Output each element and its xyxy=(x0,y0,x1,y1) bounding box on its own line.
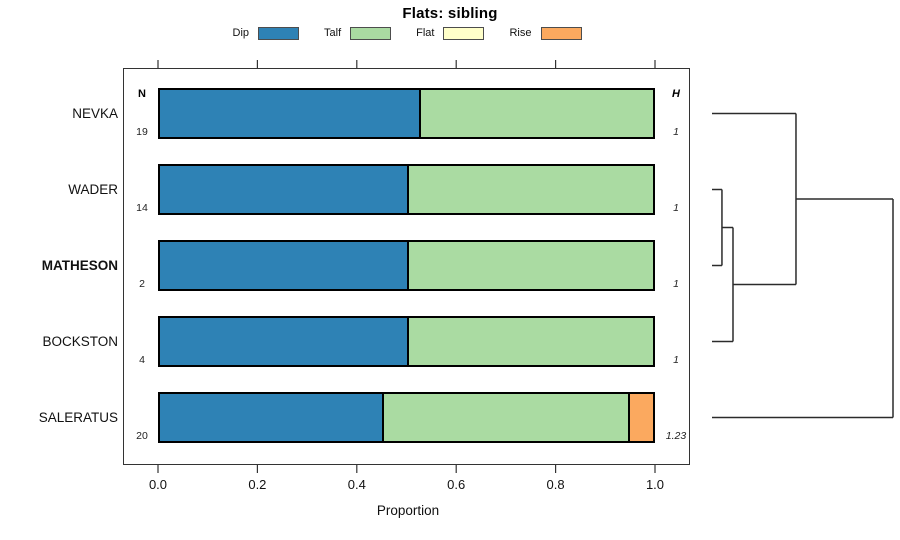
legend-label-rise: Rise xyxy=(509,27,532,39)
bar-segment-talf xyxy=(406,242,653,289)
bar-segment-talf xyxy=(406,318,653,365)
h-value: 1 xyxy=(673,202,679,214)
n-column-header: N xyxy=(138,88,146,100)
x-tick-label: 0.4 xyxy=(347,477,366,492)
x-tick-label: 0.2 xyxy=(248,477,267,492)
h-value: 1 xyxy=(673,354,679,366)
row-label-bockston: BOCKSTON xyxy=(42,333,118,349)
x-axis-title: Proportion xyxy=(376,503,440,518)
h-value: 1.23 xyxy=(665,430,687,442)
x-tick-label: 1.0 xyxy=(645,477,665,492)
x-tick-label: 0.6 xyxy=(447,477,466,492)
plot-area xyxy=(123,68,690,465)
row-label-nevka: NEVKA xyxy=(72,105,118,121)
h-value: 1 xyxy=(673,278,679,290)
stacked-bar-saleratus xyxy=(158,392,655,443)
x-tick-label: 0.0 xyxy=(148,477,168,492)
legend-label-flat: Flat xyxy=(416,27,435,39)
bar-segment-dip xyxy=(160,394,382,441)
stacked-bar-bockston xyxy=(158,316,655,367)
legend-item-dip: Dip xyxy=(232,26,300,40)
talf-swatch-icon xyxy=(350,26,392,40)
bar-segment-dip xyxy=(160,90,420,137)
legend-item-talf: Talf xyxy=(324,26,392,40)
n-value: 20 xyxy=(136,430,148,442)
legend: Dip Talf Flat Rise xyxy=(123,25,691,41)
legend-label-dip: Dip xyxy=(232,27,250,39)
row-label-matheson: MATHESON xyxy=(41,257,118,273)
chart-title: Flats: sibling xyxy=(402,5,498,22)
n-value: 4 xyxy=(139,354,145,366)
legend-label-talf: Talf xyxy=(324,27,342,39)
row-label-saleratus: SALERATUS xyxy=(38,409,118,425)
legend-item-rise: Rise xyxy=(509,26,582,40)
n-value: 14 xyxy=(136,202,148,214)
dip-swatch-icon xyxy=(258,26,300,40)
stacked-bar-nevka xyxy=(158,88,655,139)
bar-segment-dip xyxy=(160,242,407,289)
bar-segment-dip xyxy=(160,318,407,365)
flat-swatch-icon xyxy=(443,26,485,40)
h-value: 1 xyxy=(673,126,679,138)
n-value: 19 xyxy=(136,126,148,138)
stacked-bar-wader xyxy=(158,164,655,215)
stacked-bar-matheson xyxy=(158,240,655,291)
rise-swatch-icon xyxy=(540,26,582,40)
bar-segment-rise xyxy=(628,394,653,441)
bar-segment-talf xyxy=(419,90,653,137)
bar-segment-talf xyxy=(381,394,629,441)
legend-item-flat: Flat xyxy=(416,26,485,40)
x-tick-label: 0.8 xyxy=(546,477,565,492)
n-value: 2 xyxy=(139,278,145,290)
h-column-header: H xyxy=(672,88,680,100)
row-label-wader: WADER xyxy=(68,181,118,197)
bar-segment-dip xyxy=(160,166,407,213)
bar-segment-talf xyxy=(406,166,653,213)
